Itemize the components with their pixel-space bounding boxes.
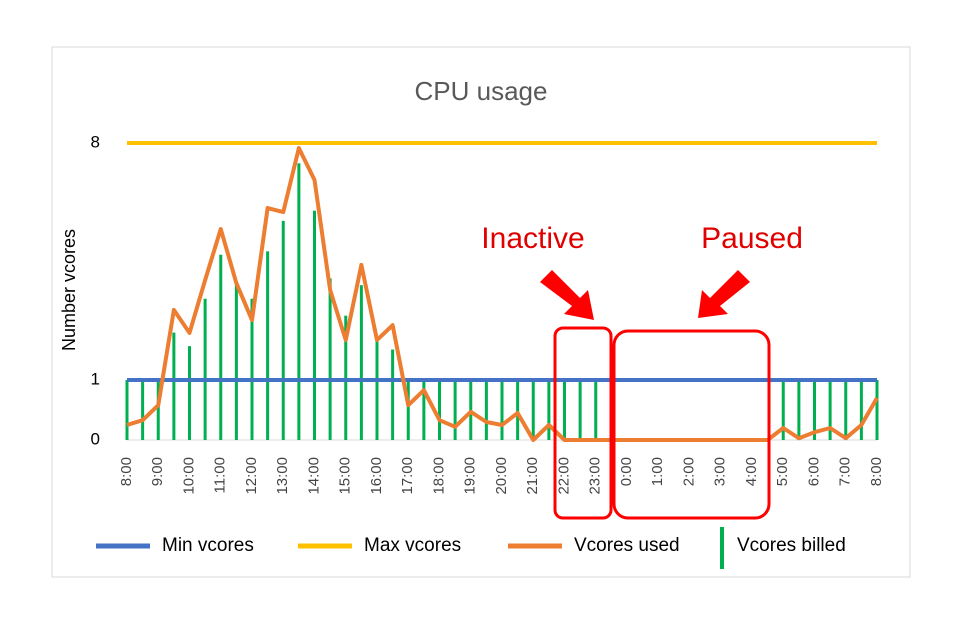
bar <box>516 380 520 440</box>
x-tick-label: 12:00 <box>243 457 260 495</box>
chart-frame <box>51 46 911 578</box>
bar <box>391 349 395 440</box>
x-tick-label: 8:00 <box>118 457 135 486</box>
highlight-box <box>612 329 771 520</box>
x-tick-label: 4:00 <box>743 457 760 486</box>
x-tick-label: 17:00 <box>399 457 416 495</box>
bar <box>359 285 363 440</box>
bar <box>813 380 816 440</box>
x-tick-label: 2:00 <box>680 457 697 486</box>
legend: Min vcores Max vcores Vcores used Vcores bi… <box>96 527 846 569</box>
bar <box>250 298 254 440</box>
bar <box>484 380 488 440</box>
x-tick-label: 10:00 <box>180 457 197 495</box>
bar <box>203 298 207 440</box>
x-tick-label: 18:00 <box>430 457 447 495</box>
bar <box>594 380 598 440</box>
plot: 0 1 8 8:00 9:00 10:00 11:00 12:00 13:00 14:00 15:0… <box>91 132 885 494</box>
bar <box>875 380 879 440</box>
bar <box>141 380 145 440</box>
bar <box>844 380 848 440</box>
x-tick-label: 16:00 <box>368 457 385 495</box>
bar <box>234 281 238 440</box>
bar <box>828 380 832 440</box>
bar <box>781 380 785 440</box>
bar <box>578 380 582 440</box>
bar <box>156 380 160 440</box>
bar <box>281 220 285 440</box>
bar <box>438 380 441 440</box>
legend-label: Min vcores <box>162 535 254 556</box>
bar <box>797 380 801 440</box>
legend-label: Vcores billed <box>737 535 846 556</box>
bar <box>219 254 223 440</box>
y-tick-label: 0 <box>91 429 100 448</box>
x-tick-label: 20:00 <box>493 457 510 495</box>
highlight-box <box>553 326 613 520</box>
bar <box>313 210 316 440</box>
bar <box>125 380 129 440</box>
x-tick-label: 0:00 <box>618 457 635 486</box>
bar <box>188 346 191 440</box>
annotation: Inactive <box>481 222 584 255</box>
bar <box>531 380 535 440</box>
line-series <box>126 146 879 442</box>
legend-label: Max vcores <box>364 535 461 556</box>
bar <box>422 380 426 440</box>
y-axis-label: Number vcores <box>59 229 79 351</box>
x-tick-label: 19:00 <box>462 457 479 495</box>
x-tick-label: 21:00 <box>524 457 541 495</box>
x-tick-label: 7:00 <box>837 457 854 486</box>
x-tick-label: 13:00 <box>274 457 291 495</box>
bar <box>453 380 457 440</box>
x-tick-label: 3:00 <box>712 457 729 486</box>
x-tick-label: 15:00 <box>337 457 354 495</box>
bar <box>172 332 176 440</box>
bar <box>328 278 332 440</box>
x-tick-label: 1:00 <box>649 457 666 486</box>
bar <box>406 380 410 440</box>
annotation: Paused <box>701 222 803 255</box>
x-tick-label: 6:00 <box>805 457 822 486</box>
bar <box>547 380 551 440</box>
y-tick-label: 1 <box>91 369 100 388</box>
legend-label: Vcores used <box>574 535 680 556</box>
x-tick-label: 8:00 <box>868 457 885 486</box>
bar <box>266 251 270 440</box>
x-tick-label: 23:00 <box>587 457 604 495</box>
chart-title: CPU usage <box>415 76 548 106</box>
x-tick-label: 11:00 <box>212 457 229 493</box>
x-tick-label: 14:00 <box>305 457 322 495</box>
y-tick-label: 8 <box>91 132 100 151</box>
x-tick-label: 22:00 <box>555 457 572 495</box>
bar <box>375 339 379 440</box>
x-tick-label: 9:00 <box>149 457 166 486</box>
bar <box>563 380 566 440</box>
legend-swatch <box>720 527 724 569</box>
arrow <box>698 270 750 318</box>
arrows <box>540 270 750 320</box>
bar <box>344 315 348 440</box>
bar <box>859 380 863 440</box>
arrow <box>540 270 594 320</box>
bar <box>500 380 504 440</box>
x-tick-label: 5:00 <box>774 457 791 486</box>
bar <box>297 163 301 441</box>
